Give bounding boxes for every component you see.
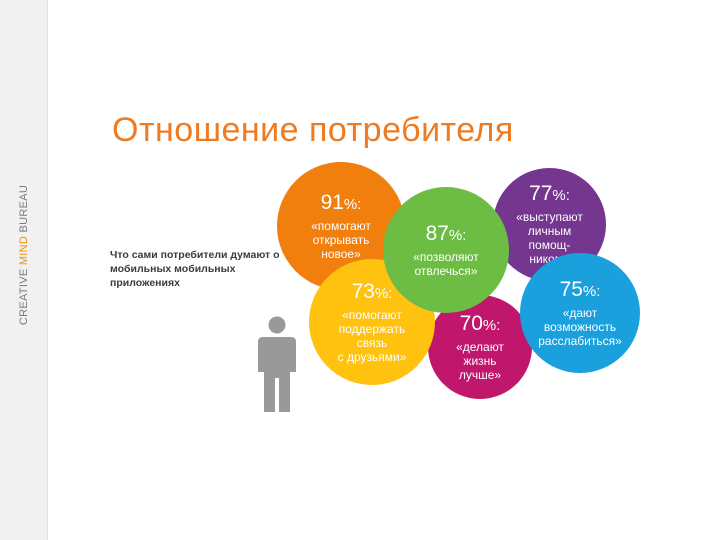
percent-sign: %: [552, 187, 570, 204]
slide-subtitle: Что сами потребители думают о мобильных … [110, 249, 280, 289]
stat-value: 75 [559, 277, 583, 301]
slide-title: Отношение потребителя [112, 111, 514, 149]
percent-sign: %: [374, 284, 393, 302]
stat-text: «дают возможность расслабиться» [538, 305, 622, 348]
percent-sign: %: [448, 226, 467, 244]
stat-percent: 73%: [351, 279, 393, 305]
percent-sign: %: [482, 316, 501, 334]
brand-word-creative: CREATIVE [18, 265, 30, 326]
stat-bubble-75: 75%: «дают возможность расслабиться» [520, 253, 640, 373]
percent-sign: %: [343, 195, 362, 213]
stat-percent: 91%: [320, 190, 362, 216]
stat-value: 91 [320, 190, 344, 214]
stat-percent: 77%: [529, 183, 570, 207]
stat-text: «делают жизнь лучше» [456, 339, 504, 382]
person-silhouette-icon [258, 316, 296, 412]
percent-sign: %: [582, 282, 601, 300]
stat-percent: 87%: [425, 221, 467, 247]
stat-value: 87 [425, 221, 449, 245]
stat-text: «помогают открывать новое» [311, 218, 371, 261]
stat-text: «помогают поддержать связь с друзьями» [337, 307, 407, 364]
side-strip: CREATIVE MIND BUREAU [0, 0, 48, 540]
stat-value: 73 [351, 279, 375, 303]
stat-value: 77 [529, 182, 553, 205]
stat-percent: 70%: [459, 311, 501, 337]
stat-value: 70 [459, 311, 483, 335]
stat-bubble-87: 87%: «позволяют отвлечься» [383, 187, 509, 313]
stat-text: «позволяют отвлечься» [413, 249, 479, 278]
brand-word-mind: MIND [18, 235, 30, 266]
brand-vertical-label: CREATIVE MIND BUREAU [18, 185, 30, 325]
brand-word-bureau: BUREAU [18, 184, 30, 236]
stat-percent: 75%: [559, 277, 601, 303]
